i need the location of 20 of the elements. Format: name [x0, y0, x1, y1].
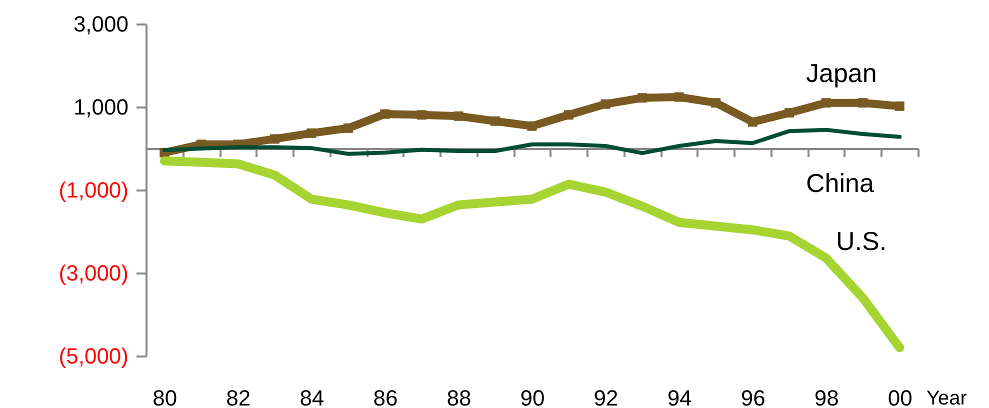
series-label: China — [806, 168, 874, 198]
x-tick-label: 82 — [226, 386, 251, 408]
y-tick-label: 1,000 — [73, 94, 128, 120]
y-tick-label: 3,000 — [73, 12, 128, 36]
series-label: U.S. — [836, 226, 887, 256]
x-tick-label: 00 — [888, 386, 912, 408]
x-tick-label: 94 — [667, 386, 692, 408]
x-tick-label: 90 — [520, 386, 545, 408]
y-tick-label: (1,000) — [58, 178, 128, 202]
x-tick-label: 98 — [814, 386, 839, 408]
x-tick-label: 80 — [152, 386, 178, 408]
series-label: Japan — [806, 58, 877, 88]
y-tick-label: (3,000) — [58, 260, 128, 286]
y-tick-label: (5,000) — [58, 344, 128, 368]
x-tick-label: 92 — [594, 386, 618, 408]
x-tick-label: 88 — [446, 386, 472, 408]
x-axis-title: Year — [926, 388, 968, 408]
x-tick-label: 96 — [740, 386, 766, 408]
x-tick-label: 86 — [373, 386, 398, 408]
x-tick-label: 84 — [300, 386, 324, 408]
